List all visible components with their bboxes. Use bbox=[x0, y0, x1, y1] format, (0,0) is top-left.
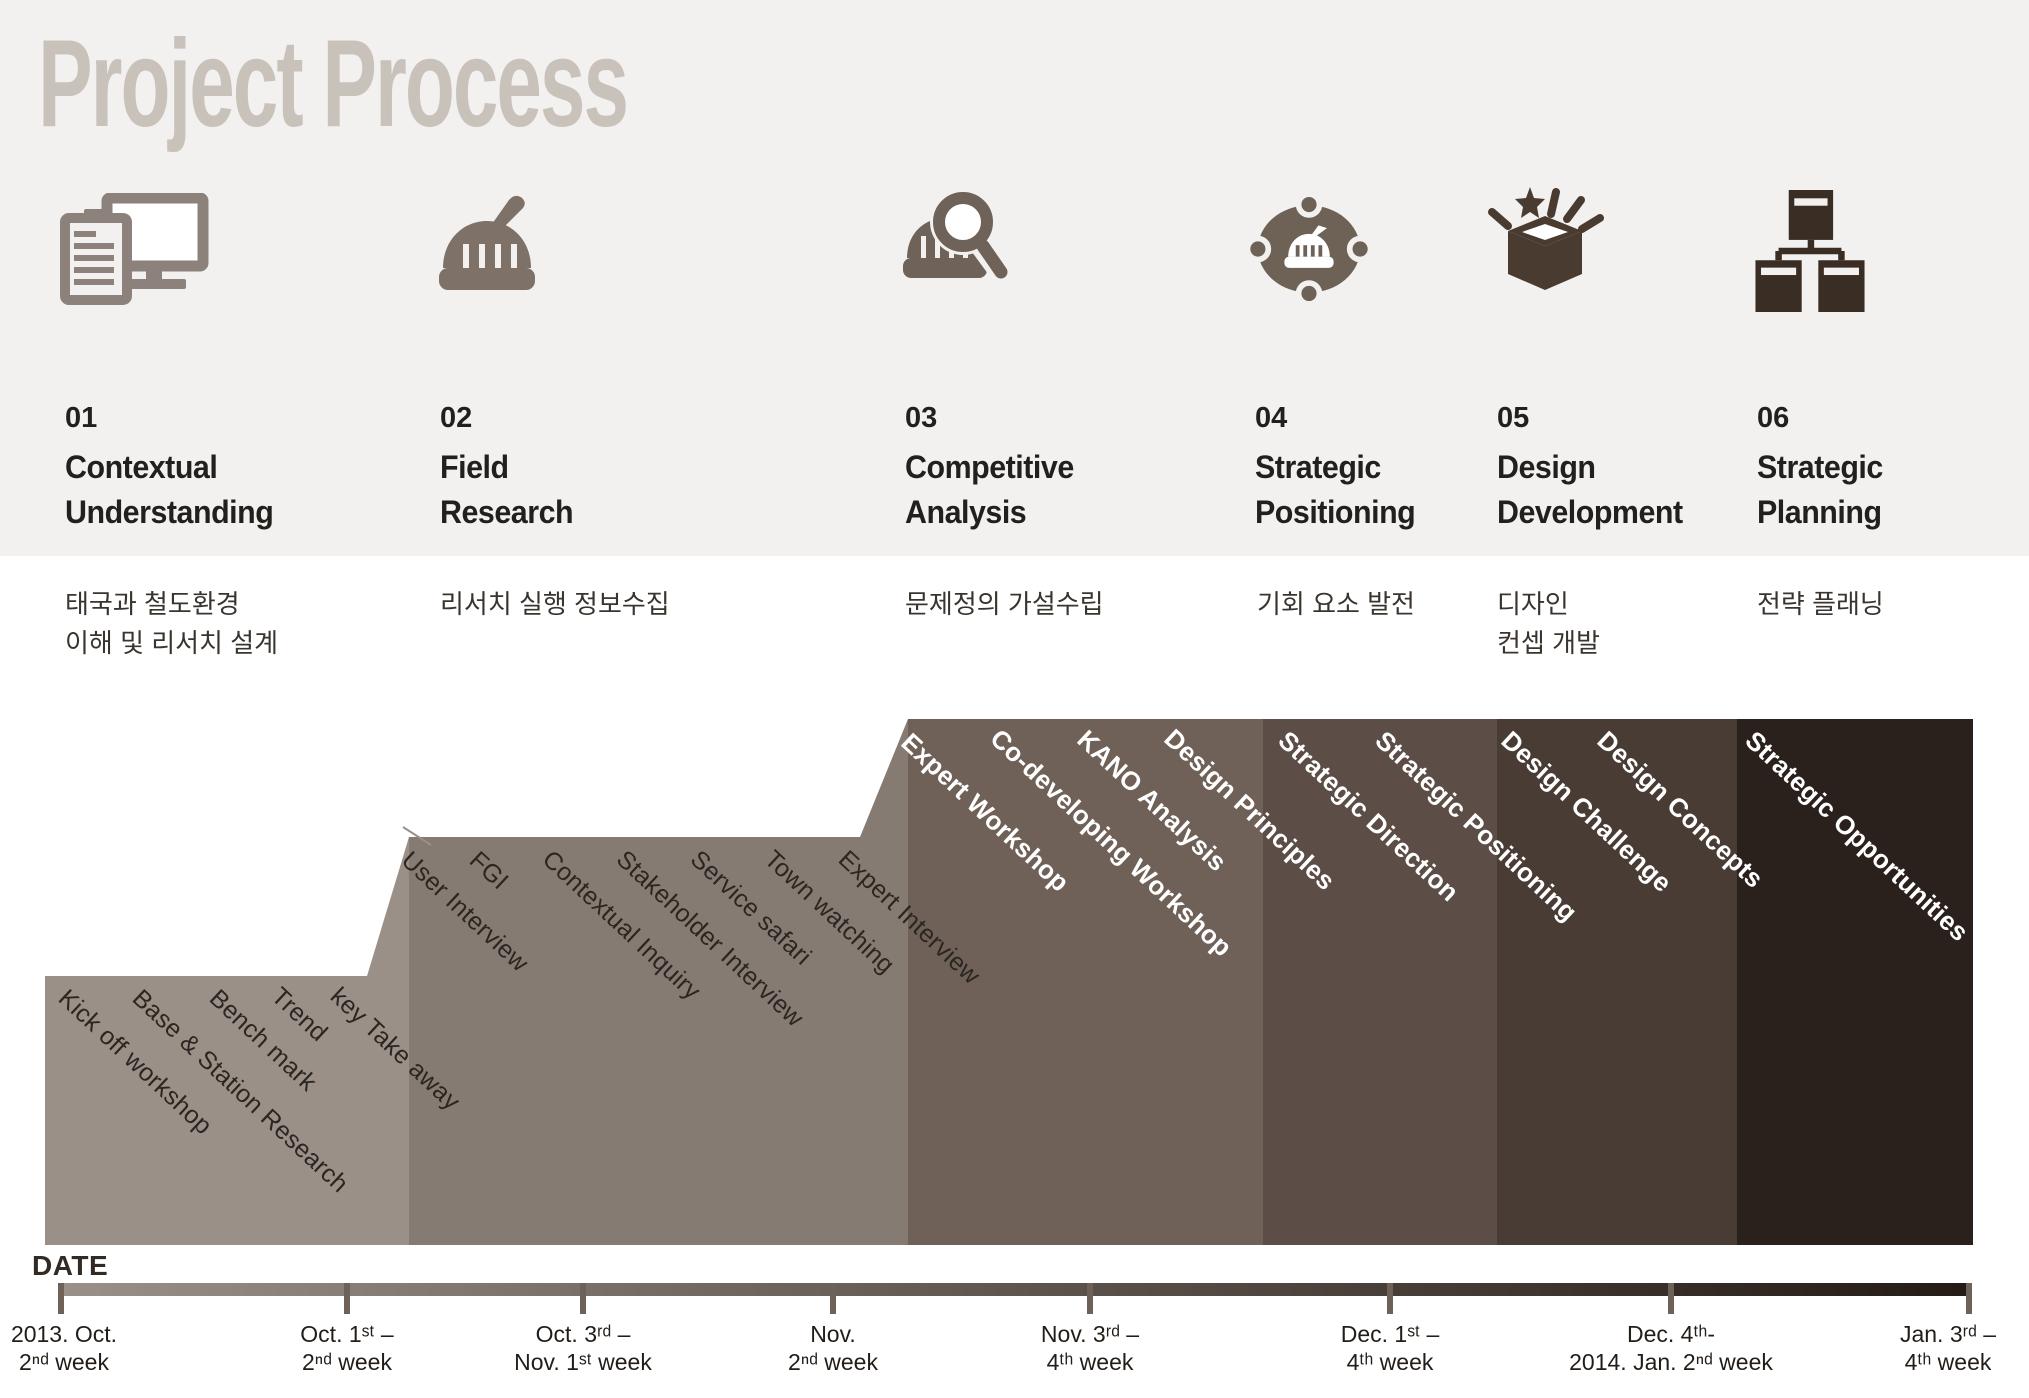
step-block-06 bbox=[1737, 719, 1973, 1245]
phase-title: Contextual Understanding bbox=[65, 449, 274, 530]
phase-number: 04 bbox=[1255, 402, 1288, 434]
date-axis-title: DATE bbox=[32, 1250, 109, 1281]
axis-tick bbox=[1087, 1283, 1093, 1314]
phase-column-02: 02 Field Research bbox=[440, 402, 580, 535]
dome-magnifier-icon bbox=[897, 188, 1017, 305]
station-dome-icon bbox=[437, 190, 537, 307]
org-chart-icon bbox=[1755, 190, 1865, 317]
axis-tick bbox=[58, 1283, 64, 1314]
step-block-02 bbox=[409, 719, 908, 1245]
axis-tick-label: Nov. 3ʳᵈ – 4ᵗʰ week bbox=[1040, 1321, 1140, 1376]
step-block-03 bbox=[908, 719, 1263, 1245]
phase-korean-01: 태국과 철도환경 이해 및 리서치 설계 bbox=[65, 589, 279, 658]
phase-column-04: 04 Strategic Positioning bbox=[1255, 402, 1424, 535]
phase-number: 01 bbox=[65, 402, 98, 434]
phase-title: Field Research bbox=[440, 449, 574, 530]
date-axis-bar bbox=[58, 1283, 1972, 1296]
axis-tick-label: Oct. 1ˢᵗ – 2ⁿᵈ week bbox=[300, 1321, 394, 1376]
step-block-05 bbox=[1497, 719, 1737, 1245]
phase-number: 02 bbox=[440, 402, 473, 434]
phase-number: 03 bbox=[905, 402, 938, 434]
axis-tick bbox=[1966, 1283, 1972, 1314]
axis-tick-label: Oct. 3ʳᵈ – Nov. 1ˢᵗ week bbox=[514, 1321, 652, 1376]
axis-tick-label: Dec. 1ˢᵗ – 4ᵗʰ week bbox=[1340, 1321, 1440, 1376]
phase-title: Strategic Positioning bbox=[1255, 449, 1416, 530]
phase-korean-04: 기회 요소 발전 bbox=[1257, 589, 1415, 619]
stakeholders-table-icon bbox=[1244, 191, 1374, 307]
phase-title: Design Development bbox=[1497, 449, 1683, 530]
phase-title: Competitive Analysis bbox=[905, 449, 1074, 530]
page-title: Project Process bbox=[38, 15, 629, 153]
step-corner-hairline bbox=[402, 826, 432, 846]
phase-column-06: 06 Strategic Planning bbox=[1757, 402, 1889, 535]
axis-tick-label: Nov. 2ⁿᵈ week bbox=[788, 1321, 878, 1376]
phase-korean-06: 전략 플래닝 bbox=[1757, 589, 1884, 619]
header-band: Project Process bbox=[0, 0, 2029, 556]
phase-column-01: 01 Contextual Understanding bbox=[65, 402, 284, 535]
axis-tick-label: 2013. Oct. 2ⁿᵈ week bbox=[10, 1321, 118, 1376]
phase-korean-02: 리서치 실행 정보수집 bbox=[440, 589, 670, 619]
axis-tick bbox=[830, 1283, 836, 1314]
phase-column-03: 03 Competitive Analysis bbox=[905, 402, 1083, 535]
phase-korean-03: 문제정의 가설수립 bbox=[905, 589, 1104, 619]
clipboard-monitor-icon bbox=[60, 192, 210, 310]
phase-column-05: 05 Design Development bbox=[1497, 402, 1692, 535]
axis-tick bbox=[1387, 1283, 1393, 1314]
phase-korean-05: 디자인 컨셉 개발 bbox=[1497, 589, 1600, 658]
phase-number: 05 bbox=[1497, 402, 1530, 434]
axis-tick-label: Jan. 3ʳᵈ – 4ᵗʰ week bbox=[1899, 1321, 1997, 1376]
step-block-04 bbox=[1263, 719, 1497, 1245]
idea-box-icon bbox=[1478, 186, 1612, 309]
axis-tick bbox=[580, 1283, 586, 1314]
axis-tick-label: Dec. 4ᵗʰ- 2014. Jan. 2ⁿᵈ week bbox=[1569, 1321, 1773, 1376]
phase-number: 06 bbox=[1757, 402, 1790, 434]
step-block-01 bbox=[45, 837, 409, 1245]
phase-title: Strategic Planning bbox=[1757, 449, 1883, 530]
axis-tick bbox=[1668, 1283, 1674, 1314]
axis-tick bbox=[344, 1283, 350, 1314]
